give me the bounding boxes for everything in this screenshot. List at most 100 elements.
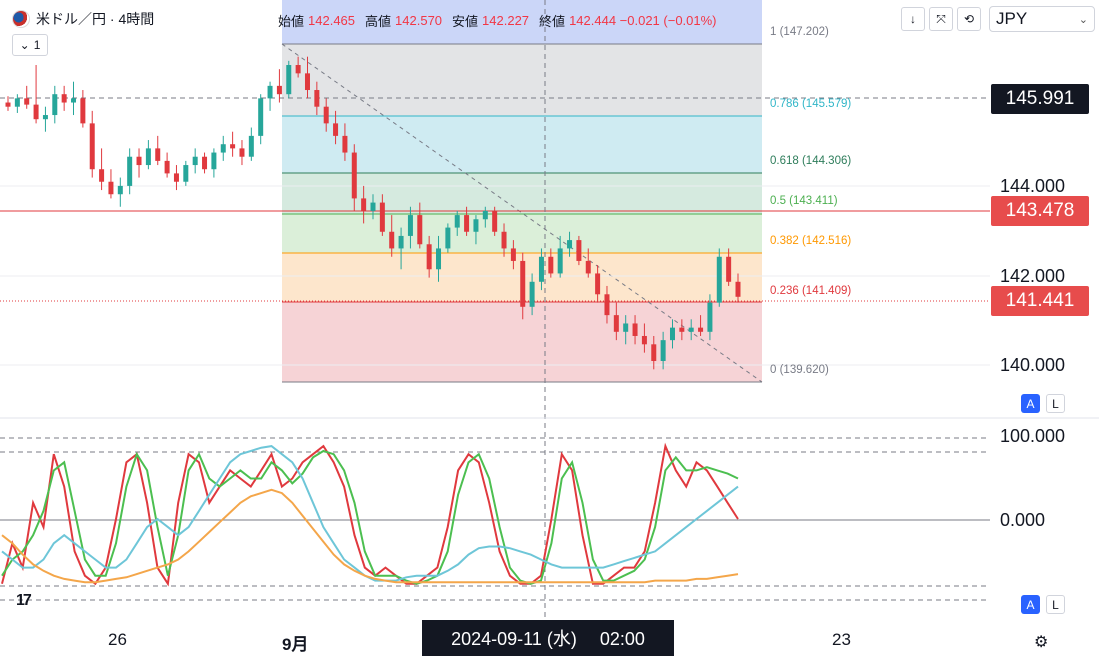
candle-body [595, 273, 601, 295]
candle-body [726, 256, 732, 282]
ohlc-open-label: 始値 [278, 13, 305, 29]
candle-body [136, 156, 142, 166]
candle-body [342, 135, 348, 153]
candle-body [71, 98, 77, 103]
last-price-label: 141.441 [991, 286, 1089, 316]
candle-body [258, 98, 264, 136]
ohlc-low-label: 安値 [452, 13, 479, 29]
candle-body [370, 202, 376, 211]
candle-body [510, 248, 516, 261]
osc-auto-scale-button[interactable]: A [1021, 595, 1040, 614]
candle-body [108, 181, 114, 195]
candle-body [407, 215, 413, 236]
candle-body [492, 210, 498, 232]
candle-body [276, 85, 282, 95]
chevron-down-icon: ⌄ [19, 38, 30, 52]
candle-body [660, 340, 666, 361]
symbol-label: 米ドル／円 · 4時間 [36, 11, 155, 27]
oscillator-series [1, 442, 739, 587]
crosshair-time-label: 2024-09-11 (水) 02:00 [422, 620, 674, 656]
fib-zone-1-0786 [282, 44, 762, 116]
candle-body [361, 198, 367, 211]
candle-body [202, 156, 208, 170]
arrow-down-icon[interactable]: ↓ [901, 7, 925, 31]
candle-body [183, 165, 189, 182]
candle-body [464, 215, 470, 232]
candle-body [117, 185, 123, 195]
candle-body [155, 148, 161, 161]
time-tick-26: 26 [108, 630, 127, 649]
candle-body [669, 327, 675, 341]
candle-body [5, 102, 11, 107]
candle-body [145, 148, 151, 166]
log-scale-button[interactable]: L [1046, 394, 1065, 413]
oscillator-line [1, 449, 739, 585]
candle-body [436, 248, 442, 270]
candle-body [89, 123, 95, 170]
candle-body [230, 144, 236, 149]
osc-tick-100: 100.000 [1000, 426, 1066, 446]
chevron-down-icon: ⌄ [1078, 13, 1088, 26]
candle-body [651, 344, 657, 361]
ohlc-high-label: 高値 [365, 13, 392, 29]
oscillator-line [1, 445, 739, 582]
oscillator-line [1, 488, 739, 584]
candle-body [679, 327, 685, 332]
sync-icon[interactable]: ⟲ [957, 7, 981, 31]
candle-body [52, 94, 58, 116]
candle-body [501, 231, 507, 249]
candle-body [707, 302, 713, 332]
price-tick-144: 144.000 [1000, 176, 1066, 196]
fib-top-highlight [282, 0, 762, 44]
fib-label-0786: 0.786 (145.579) [770, 98, 852, 110]
candle-body [604, 294, 610, 316]
osc-tick-0: 0.000 [1000, 510, 1046, 530]
candle-body [389, 231, 395, 249]
fib-zone-0236-0 [282, 302, 762, 382]
candle-body [248, 135, 254, 157]
candle-body [548, 256, 554, 274]
candle-body [454, 215, 460, 228]
currency-value: JPY [996, 9, 1028, 28]
fib-label-0382: 0.382 (142.516) [770, 235, 852, 247]
candle-body [417, 215, 423, 245]
collapse-icon[interactable]: ⤧ [929, 7, 953, 31]
candle-body [379, 202, 385, 232]
candle-body [323, 106, 329, 124]
candle-body [445, 227, 451, 249]
ohlc-open-value: 142.465 [308, 12, 356, 28]
candle-body [333, 123, 339, 136]
candle-body [641, 335, 647, 345]
osc-log-scale-button[interactable]: L [1046, 595, 1065, 614]
candle-body [576, 240, 582, 261]
fib-label-0236: 0.236 (141.409) [770, 285, 852, 297]
candle-body [398, 235, 404, 249]
ohlc-low-value: 142.227 [482, 12, 530, 28]
candle-body [351, 152, 357, 199]
candle-body [33, 104, 39, 120]
candle-body [267, 85, 273, 99]
currency-flag-icon [12, 10, 30, 28]
tradingview-logo-icon[interactable]: 17 [16, 592, 32, 609]
ohlc-close-value: 142.444 −0.021 (−0.01%) [569, 12, 717, 28]
candle-body [735, 281, 741, 297]
candle-body [127, 156, 133, 186]
candlestick-series [5, 56, 741, 370]
candle-body [24, 98, 30, 105]
collapse-indicator-button[interactable]: ⌄ 1 [12, 34, 48, 56]
price-tick-140: 140.000 [1000, 355, 1066, 375]
currency-select[interactable]: JPY ⌄ [989, 6, 1095, 32]
symbol-title[interactable]: 米ドル／円 · 4時間 [12, 9, 154, 29]
candle-body [698, 327, 704, 332]
fib-zone-0786-0618 [282, 116, 762, 173]
interval-count: 1 [33, 38, 41, 52]
auto-scale-button[interactable]: A [1021, 394, 1040, 413]
horizontal-line-price-label: 143.478 [991, 196, 1089, 226]
candle-body [286, 65, 292, 95]
fib-label-1: 1 (147.202) [770, 26, 829, 38]
gear-icon[interactable]: ⚙ [1034, 634, 1049, 651]
fib-label-0: 0 (139.620) [770, 364, 829, 376]
candle-body [520, 260, 526, 307]
price-tick-142: 142.000 [1000, 266, 1066, 286]
